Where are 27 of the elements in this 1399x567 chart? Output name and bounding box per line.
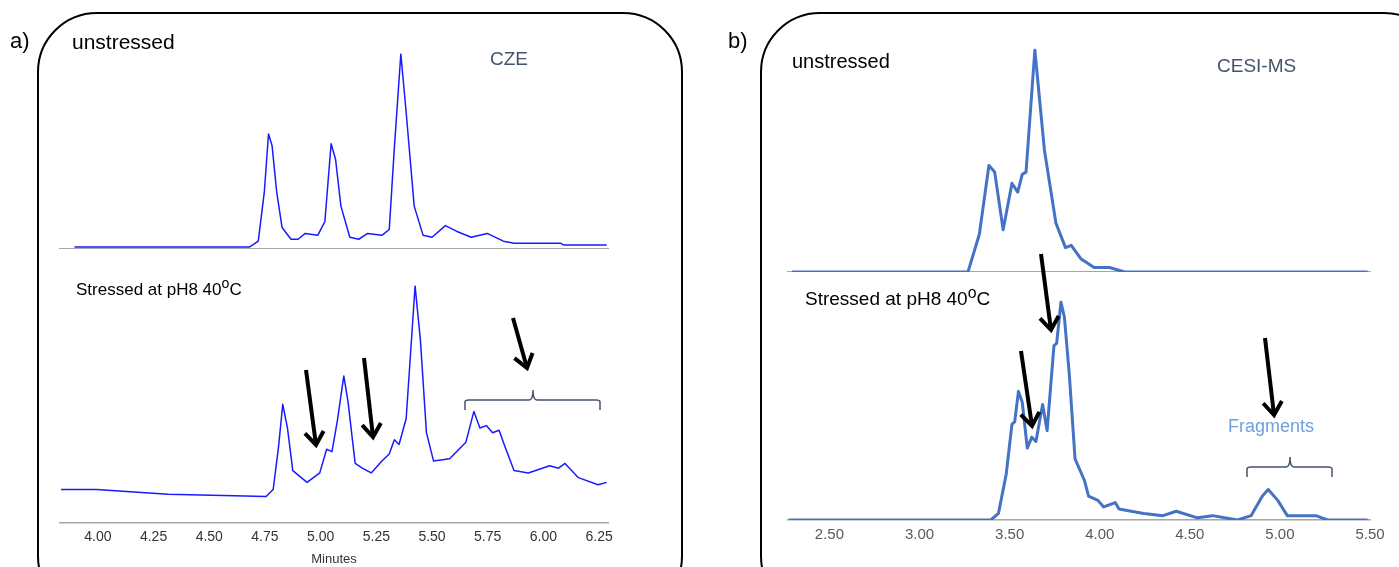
chart-title: Stressed at pH8 40$^{o}$C — [76, 275, 242, 300]
x-tick-label: 5.25 — [362, 527, 391, 544]
annotation: Fragments — [1228, 416, 1315, 437]
chart-title: unstressed — [72, 30, 175, 54]
x-tick-label: 5.00 — [307, 527, 335, 544]
chart-title: Stressed at pH8 40$^{o}$C — [805, 284, 991, 311]
x-tick-label: 6.00 — [529, 527, 558, 544]
x-tick-label: 4.50 — [195, 527, 224, 544]
x-tick-label: 4.00 — [1085, 525, 1115, 543]
x-tick-label: 5.75 — [474, 527, 502, 544]
x-tick-label: 4.25 — [139, 527, 168, 544]
x-tick-label: 3.50 — [995, 525, 1025, 543]
text: a) — [10, 28, 30, 54]
x-tick-label: 5.50 — [418, 527, 446, 544]
x-tick-label: 4.00 — [84, 527, 112, 544]
text: b) — [728, 28, 748, 54]
x-axis-title: Minutes — [311, 550, 358, 566]
annotation: CESI-MS — [1217, 55, 1297, 77]
annotation: CZE — [490, 48, 528, 70]
x-tick-label: 4.75 — [251, 527, 279, 544]
x-tick-label: 5.00 — [1265, 525, 1295, 543]
x-tick-label: 2.50 — [814, 525, 845, 543]
x-tick-label: 5.50 — [1355, 525, 1385, 543]
x-tick-label: 4.50 — [1175, 525, 1205, 543]
chart-title: unstressed — [792, 50, 890, 73]
x-tick-label: 6.25 — [585, 527, 613, 544]
x-tick-label: 3.00 — [904, 525, 935, 543]
